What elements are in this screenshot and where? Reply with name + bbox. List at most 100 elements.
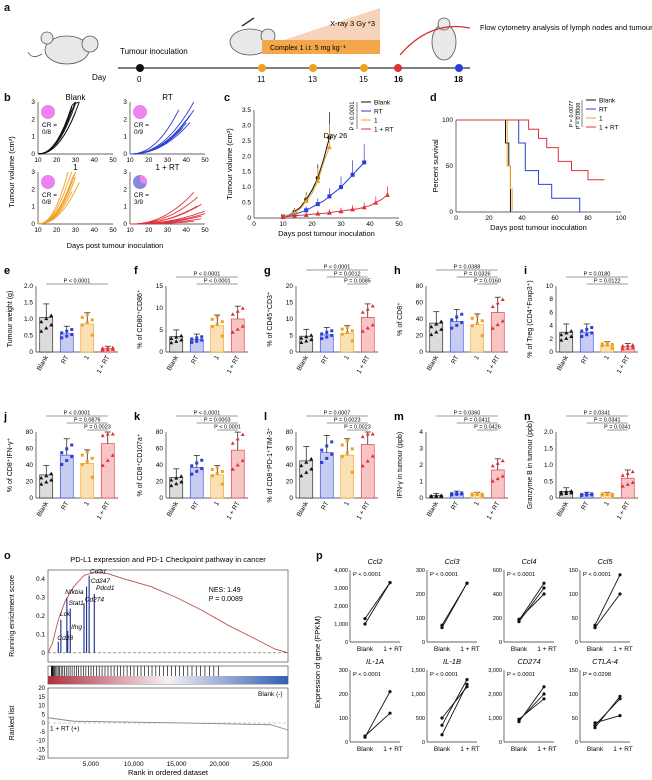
data-point [110,453,115,457]
panel-label-c: c [224,92,231,104]
data-point [215,465,219,469]
data-point [44,316,49,321]
y-tick-label: 3 [123,99,127,106]
y-tick-label: 300 [416,568,425,574]
bar [340,333,355,353]
growth-line [37,171,73,225]
data-point [345,331,349,335]
data-point [490,463,495,468]
data-point [309,337,314,342]
p-value: P < 0.0001 [324,265,351,271]
data-point [542,586,546,590]
gene-label: Nfkbia [65,589,84,596]
y-tick-label: 150 [569,668,578,674]
y-tick-label: 0 [419,349,423,356]
data-point [593,726,597,730]
x-tick-label: 1 + RT [613,646,633,653]
data-point [559,338,564,342]
y-tick-label: 150 [569,568,578,574]
x-tick-label: RT [190,500,200,511]
gene-title: CTLA-4 [592,657,618,666]
data-point [85,450,89,454]
data-point [625,482,630,486]
p-value: P < 0.0001 [353,572,381,578]
survival-line [456,119,513,212]
data-point [434,330,439,334]
data-point [495,461,500,465]
x-tick-label: Blank [36,500,51,518]
p-value: P = 0.0003 [204,418,231,424]
ranked-metric-line [47,717,289,731]
p-value: P = 0.0023 [344,425,371,431]
x-tick-label: 10 [279,221,287,228]
gene-title: IL-1A [366,657,384,666]
x-tick-label: 20,000 [209,761,229,768]
y-tick-label: 400 [493,592,502,598]
bar [210,325,225,353]
data-point [345,439,349,443]
panel-o-gsea: PD-L1 expression and PD-1 Checkpoint pat… [9,555,289,777]
y-tick-label: 4 [549,323,553,330]
y-axis-label: Running enrichment score [9,575,16,657]
x-tick-label: 30 [72,157,80,164]
bar [80,463,95,499]
data-point [605,341,609,345]
data-point [605,343,609,347]
x-tick-label: 80 [584,215,592,222]
bar [360,444,375,499]
x-tick-label: 30 [337,221,345,228]
x-tick-label: Blank [511,746,528,753]
x-tick-label: Blank [434,646,451,653]
data-point [542,692,546,696]
y-tick-label: 80 [156,429,164,436]
data-point [190,340,194,344]
data-point [363,734,367,738]
y-tick-label: 0 [41,650,45,657]
data-point [465,685,469,689]
data-point [620,343,625,348]
x-tick-label: 1 + RT [356,354,372,374]
y-tick-label: 0 [422,740,425,746]
panel-label: f [134,265,138,277]
series-line [282,146,330,217]
data-point [360,463,365,468]
paired-line [594,574,621,626]
x-tick-label: 100 [616,215,627,222]
data-point [110,347,115,351]
data-point [330,333,334,337]
data-point [350,339,354,343]
data-point [195,461,199,465]
cr-value: 0/9 [134,129,143,136]
bar [230,449,245,499]
data-point [90,333,94,337]
y-tick-label: 20 [286,283,294,290]
data-point [235,462,240,467]
panel-label: e [4,265,10,277]
panel-label: l [264,411,267,423]
paired-line [594,698,621,726]
data-point [610,494,614,498]
data-point [235,309,240,313]
y-tick-label: 5 [42,712,46,718]
data-point [110,345,115,350]
y-axis-label: % of CD45⁺CD3⁺ [267,291,274,347]
y-tick-label: 60 [156,446,164,453]
x-tick-label: RT [190,354,200,365]
x-tick-label: 40 [183,157,191,164]
y-tick-label: 0.2 [36,613,45,620]
x-tick-label: 40 [183,227,191,234]
data-point [350,172,355,177]
data-point [174,335,179,339]
p-value: P = 0.0326 [464,272,491,278]
paired-line [518,587,545,622]
y-tick-label: 1 [123,204,127,211]
y-tick-label: 100 [569,692,578,698]
bar [470,324,485,353]
data-point [325,444,329,448]
panel-label: k [134,411,141,423]
y-tick-label: 60 [286,446,294,453]
data-point [85,320,89,324]
x-axis-label: Days post tumour inoculation [67,241,164,250]
y-tick-label: 0 [42,721,46,727]
x-tick-label: 1 [343,354,351,361]
